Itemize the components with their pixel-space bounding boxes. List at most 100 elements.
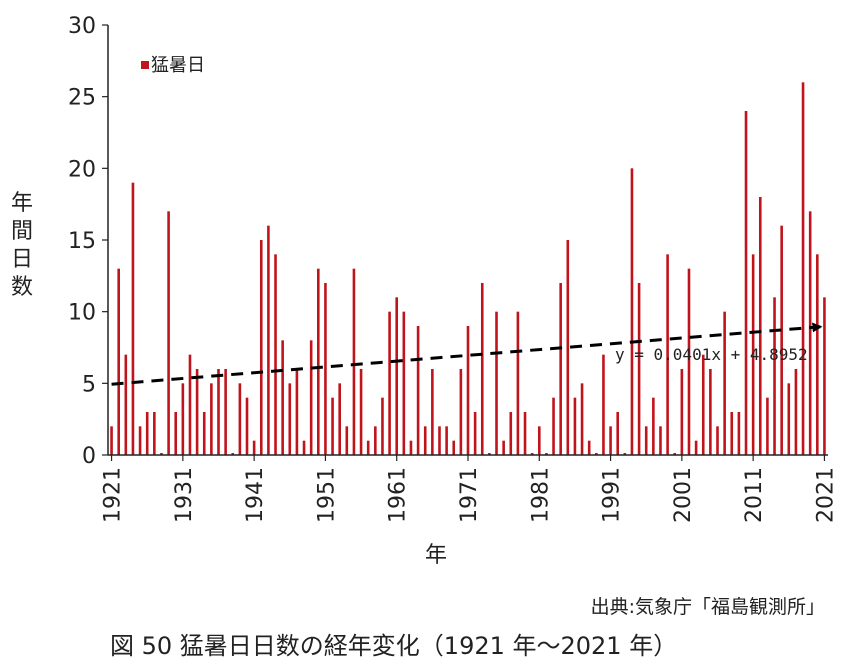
bar <box>502 441 505 455</box>
bar <box>581 383 584 455</box>
bar <box>203 412 206 455</box>
bar <box>125 355 128 455</box>
legend-label: 猛暑日 <box>151 55 205 76</box>
bar <box>802 82 805 455</box>
bar <box>816 254 819 455</box>
x-tick-label: 1961 <box>386 467 411 523</box>
bar <box>659 426 662 455</box>
bar <box>381 398 384 455</box>
bar <box>745 111 748 455</box>
trendline-equation: y = 0.0401x + 4.8952 <box>615 345 808 364</box>
bar <box>431 369 434 455</box>
bar <box>281 340 284 455</box>
y-tick-label: 15 <box>68 229 96 254</box>
bar <box>239 383 242 455</box>
bar <box>139 426 142 455</box>
y-ticks: 0 5 10 15 20 25 30 <box>68 14 108 469</box>
x-tick-label: 2021 <box>813 467 838 523</box>
y-tick-label: 10 <box>68 301 96 326</box>
bar <box>117 269 120 455</box>
bar <box>730 412 733 455</box>
y-tick-label: 0 <box>82 444 96 469</box>
x-axis-title: 年 <box>425 543 447 568</box>
bars-group <box>110 82 825 455</box>
y-tick-label: 25 <box>68 86 96 111</box>
bar <box>495 312 498 455</box>
bar <box>410 441 413 455</box>
bar <box>246 398 249 455</box>
x-ticks: 1921 1931 1941 1951 1961 1971 1981 1991 2001 2011… <box>101 455 839 523</box>
bar <box>567 240 570 455</box>
bar <box>367 441 370 455</box>
bar <box>338 383 341 455</box>
bar <box>766 398 769 455</box>
x-tick-label: 1981 <box>528 467 553 523</box>
bar <box>174 412 177 455</box>
bar <box>353 269 356 455</box>
bar <box>167 211 170 455</box>
bar <box>196 369 199 455</box>
source-note: 出典:気象庁「福島観測所」 <box>591 592 825 619</box>
bar <box>288 383 291 455</box>
legend: 猛暑日 <box>141 55 205 76</box>
bar <box>481 283 484 455</box>
bar <box>388 312 391 455</box>
bar <box>267 226 270 455</box>
chart: 0 5 10 15 20 25 30 1921 1931 1941 1951 1961 1971 198… <box>0 0 843 600</box>
bar <box>759 197 762 455</box>
bar <box>331 398 334 455</box>
x-tick-label: 1931 <box>172 467 197 523</box>
bar <box>588 441 591 455</box>
bar <box>681 369 684 455</box>
bar <box>296 369 299 455</box>
bar <box>709 369 712 455</box>
bar <box>346 426 349 455</box>
x-tick-label: 1991 <box>600 467 625 523</box>
bar <box>738 412 741 455</box>
bar <box>132 183 135 455</box>
legend-swatch <box>141 61 149 69</box>
bar <box>467 326 470 455</box>
y-tick-label: 20 <box>68 157 96 182</box>
bar <box>574 398 577 455</box>
bar <box>609 426 612 455</box>
y-tick-label: 5 <box>82 372 96 397</box>
bar <box>403 312 406 455</box>
bar <box>474 412 477 455</box>
bar <box>723 312 726 455</box>
bar <box>224 369 227 455</box>
bar <box>716 426 719 455</box>
bar <box>652 398 655 455</box>
bar <box>189 355 192 455</box>
bar <box>773 297 776 455</box>
figure-caption: 図 50 猛暑日日数の経年変化（1921 年～2021 年） <box>110 626 677 661</box>
bar <box>317 269 320 455</box>
bar <box>210 383 213 455</box>
bar <box>153 412 156 455</box>
y-axis-title: 年間日数 <box>11 191 33 300</box>
x-tick-label: 1921 <box>101 467 126 523</box>
bar <box>374 426 377 455</box>
bar <box>638 283 641 455</box>
bar <box>110 426 113 455</box>
bar <box>395 297 398 455</box>
x-tick-label: 1941 <box>243 467 268 523</box>
bar <box>303 441 306 455</box>
bar <box>809 211 812 455</box>
bar <box>274 254 277 455</box>
bar <box>438 426 441 455</box>
x-tick-label: 1951 <box>314 467 339 523</box>
bar <box>452 441 455 455</box>
bar <box>182 383 185 455</box>
bar <box>702 355 705 455</box>
bar <box>695 441 698 455</box>
bar <box>524 412 527 455</box>
bar <box>424 426 427 455</box>
bar <box>360 369 363 455</box>
x-tick-label: 1971 <box>457 467 482 523</box>
bar <box>517 312 520 455</box>
bar <box>559 283 562 455</box>
x-tick-label: 2001 <box>671 467 696 523</box>
bar <box>602 355 605 455</box>
bar <box>146 412 149 455</box>
